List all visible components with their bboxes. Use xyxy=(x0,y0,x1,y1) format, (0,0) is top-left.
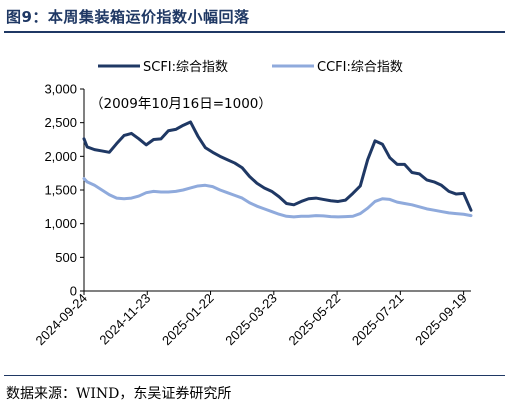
legend: SCFI:综合指数 CCFI:综合指数 xyxy=(98,60,403,75)
source-divider xyxy=(4,375,505,376)
y-tick-label: 1,000 xyxy=(44,216,77,231)
y-tick-label: 1,500 xyxy=(44,183,77,198)
x-tick-label: 2024-11-23 xyxy=(96,291,153,348)
y-tick-label: 3,000 xyxy=(44,82,77,97)
x-tick-label: 2024-09-24 xyxy=(32,291,90,349)
series-line-ccfi xyxy=(82,177,473,219)
series-line-scfi xyxy=(82,120,473,212)
legend-label-scfi: SCFI:综合指数 xyxy=(143,60,228,75)
x-tick-label: 2025-07-21 xyxy=(349,291,407,349)
y-tick-label: 0 xyxy=(70,284,77,299)
series-layer xyxy=(82,120,473,219)
x-tick-label: 2025-03-23 xyxy=(222,291,280,349)
y-tick-label: 2,000 xyxy=(44,149,77,164)
x-tick-label: 2025-09-19 xyxy=(412,291,470,349)
y-tick-label: 500 xyxy=(55,250,77,265)
x-tick-label: 2025-05-22 xyxy=(286,291,344,349)
x-tick-label: 2025-01-22 xyxy=(159,291,217,349)
y-tick-label: 2,500 xyxy=(44,115,77,130)
figure-title: 图9：本周集装箱运价指数小幅回落 xyxy=(6,8,250,26)
source-note: 数据来源：WIND，东吴证券研究所 xyxy=(6,386,232,402)
legend-label-ccfi: CCFI:综合指数 xyxy=(317,60,403,75)
base-note: （2009年10月16日=1000） xyxy=(90,96,272,112)
title-divider xyxy=(4,31,505,33)
